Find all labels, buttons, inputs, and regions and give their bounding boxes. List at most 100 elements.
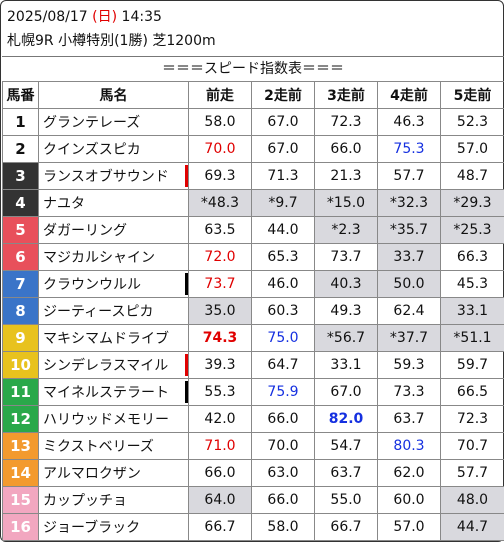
speed-index-3-races-ago: 40.3 bbox=[314, 270, 378, 298]
speed-index-2-races-ago: 58.0 bbox=[251, 513, 315, 541]
speed-index-2-races-ago: 70.0 bbox=[251, 432, 315, 460]
speed-index-4-races-ago: 73.3 bbox=[377, 378, 441, 406]
table-title: ＝＝＝スピード指数表＝＝＝ bbox=[2, 56, 504, 82]
table-row: 6 マジカルシャイン 72.0 65.3 73.7 33.7 66.3 bbox=[2, 243, 504, 271]
table-row: 7 クラウンウルル 73.7 46.0 40.3 50.0 45.3 bbox=[2, 270, 504, 298]
name-marker bbox=[185, 165, 188, 187]
col-header-3-races-ago: 3走前 bbox=[314, 81, 378, 109]
col-header-4-races-ago: 4走前 bbox=[377, 81, 441, 109]
speed-index-3-races-ago: 67.0 bbox=[314, 378, 378, 406]
speed-index-4-races-ago: *32.3 bbox=[377, 189, 441, 217]
col-header-last-race: 前走 bbox=[188, 81, 252, 109]
horse-name: ジョーブラック bbox=[38, 513, 189, 541]
speed-index-4-races-ago: 50.0 bbox=[377, 270, 441, 298]
horse-name: マイネルステラート bbox=[38, 378, 189, 406]
speed-index-last-race: 42.0 bbox=[188, 405, 252, 433]
speed-index-4-races-ago: 46.3 bbox=[377, 108, 441, 136]
table-row: 10 シンデレラスマイル 39.3 64.7 33.1 59.3 59.7 bbox=[2, 351, 504, 379]
horse-name: ナユタ bbox=[38, 189, 189, 217]
horse-name-text: シンデレラスマイル bbox=[43, 358, 169, 374]
speed-index-3-races-ago: *15.0 bbox=[314, 189, 378, 217]
speed-index-5-races-ago: 44.7 bbox=[440, 513, 504, 541]
horse-number: 5 bbox=[2, 216, 39, 244]
speed-index-2-races-ago: 46.0 bbox=[251, 270, 315, 298]
horse-name-text: ダガーリング bbox=[43, 223, 127, 239]
horse-name-text: ハリウッドメモリー bbox=[43, 412, 169, 428]
horse-number: 13 bbox=[2, 432, 39, 460]
race-time: 14:35 bbox=[121, 9, 162, 25]
speed-index-table: 馬番 馬名 前走 2走前 3走前 4走前 5走前 1 グランテレーズ 58.0 67.… bbox=[2, 81, 504, 541]
horse-name-text: マイネルステラート bbox=[43, 385, 169, 401]
horse-name-text: クインズスピカ bbox=[43, 142, 141, 158]
speed-index-5-races-ago: 57.0 bbox=[440, 135, 504, 163]
speed-index-5-races-ago: 57.7 bbox=[440, 459, 504, 487]
speed-index-4-races-ago: 57.0 bbox=[377, 513, 441, 541]
speed-index-last-race: 55.3 bbox=[188, 378, 252, 406]
horse-name: ハリウッドメモリー bbox=[38, 405, 189, 433]
horse-number: 14 bbox=[2, 459, 39, 487]
speed-index-5-races-ago: 52.3 bbox=[440, 108, 504, 136]
speed-index-3-races-ago: 49.3 bbox=[314, 297, 378, 325]
col-header-2-races-ago: 2走前 bbox=[251, 81, 315, 109]
speed-index-3-races-ago: 63.7 bbox=[314, 459, 378, 487]
speed-index-last-race: 73.7 bbox=[188, 270, 252, 298]
horse-name: グランテレーズ bbox=[38, 108, 189, 136]
speed-index-5-races-ago: 66.5 bbox=[440, 378, 504, 406]
horse-name-text: カップッチョ bbox=[43, 493, 127, 509]
speed-index-4-races-ago: *37.7 bbox=[377, 324, 441, 352]
table-row: 16 ジョーブラック 66.7 58.0 66.7 57.0 44.7 bbox=[2, 513, 504, 541]
horse-name: ランスオブサウンド bbox=[38, 162, 189, 190]
speed-index-4-races-ago: 63.7 bbox=[377, 405, 441, 433]
speed-index-2-races-ago: 44.0 bbox=[251, 216, 315, 244]
speed-index-5-races-ago: 72.3 bbox=[440, 405, 504, 433]
speed-index-5-races-ago: 33.1 bbox=[440, 297, 504, 325]
horse-name: クラウンウルル bbox=[38, 270, 189, 298]
col-header-horse-name: 馬名 bbox=[38, 81, 189, 109]
speed-index-3-races-ago: 82.0 bbox=[314, 405, 378, 433]
horse-name-text: ミクストベリーズ bbox=[43, 439, 154, 455]
name-marker bbox=[185, 354, 188, 376]
speed-index-5-races-ago: 48.7 bbox=[440, 162, 504, 190]
table-row: 15 カップッチョ 64.0 66.0 55.0 60.0 48.0 bbox=[2, 486, 504, 514]
speed-index-last-race: 70.0 bbox=[188, 135, 252, 163]
speed-index-last-race: 39.3 bbox=[188, 351, 252, 379]
table-row: 1 グランテレーズ 58.0 67.0 72.3 46.3 52.3 bbox=[2, 108, 504, 136]
speed-index-5-races-ago: 66.3 bbox=[440, 243, 504, 271]
speed-index-2-races-ago: 67.0 bbox=[251, 135, 315, 163]
horse-name-text: アルマロクザン bbox=[43, 466, 141, 482]
horse-name: アルマロクザン bbox=[38, 459, 189, 487]
speed-index-2-races-ago: 65.3 bbox=[251, 243, 315, 271]
speed-index-4-races-ago: 62.4 bbox=[377, 297, 441, 325]
speed-index-2-races-ago: 60.3 bbox=[251, 297, 315, 325]
table-row: 3 ランスオブサウンド 69.3 71.3 21.3 57.7 48.7 bbox=[2, 162, 504, 190]
table-row: 8 ジーティースピカ 35.0 60.3 49.3 62.4 33.1 bbox=[2, 297, 504, 325]
horse-name: マジカルシャイン bbox=[38, 243, 189, 271]
speed-index-3-races-ago: *56.7 bbox=[314, 324, 378, 352]
horse-number: 6 bbox=[2, 243, 39, 271]
speed-index-4-races-ago: 33.7 bbox=[377, 243, 441, 271]
horse-number: 3 bbox=[2, 162, 39, 190]
horse-number: 8 bbox=[2, 297, 39, 325]
race-weekday: 日 bbox=[97, 9, 112, 25]
horse-number: 10 bbox=[2, 351, 39, 379]
speed-index-2-races-ago: *9.7 bbox=[251, 189, 315, 217]
speed-index-4-races-ago: 59.3 bbox=[377, 351, 441, 379]
speed-index-3-races-ago: 55.0 bbox=[314, 486, 378, 514]
speed-index-3-races-ago: 72.3 bbox=[314, 108, 378, 136]
table-body: 1 グランテレーズ 58.0 67.0 72.3 46.3 52.3 2 クインズスピカ 70.0… bbox=[2, 108, 504, 541]
col-header-5-races-ago: 5走前 bbox=[440, 81, 504, 109]
speed-index-5-races-ago: 45.3 bbox=[440, 270, 504, 298]
horse-name: ミクストベリーズ bbox=[38, 432, 189, 460]
speed-index-5-races-ago: *29.3 bbox=[440, 189, 504, 217]
table-row: 2 クインズスピカ 70.0 67.0 66.0 75.3 57.0 bbox=[2, 135, 504, 163]
speed-index-last-race: 35.0 bbox=[188, 297, 252, 325]
horse-name-text: グランテレーズ bbox=[43, 115, 141, 131]
horse-name-text: ジーティースピカ bbox=[43, 304, 154, 320]
horse-number: 12 bbox=[2, 405, 39, 433]
race-datetime: 2025/08/17 (日) 14:35 bbox=[7, 8, 162, 26]
name-marker bbox=[185, 381, 188, 403]
horse-name-text: ランスオブサウンド bbox=[43, 169, 169, 185]
name-marker bbox=[185, 273, 188, 295]
speed-index-4-races-ago: 57.7 bbox=[377, 162, 441, 190]
speed-index-4-races-ago: *35.7 bbox=[377, 216, 441, 244]
